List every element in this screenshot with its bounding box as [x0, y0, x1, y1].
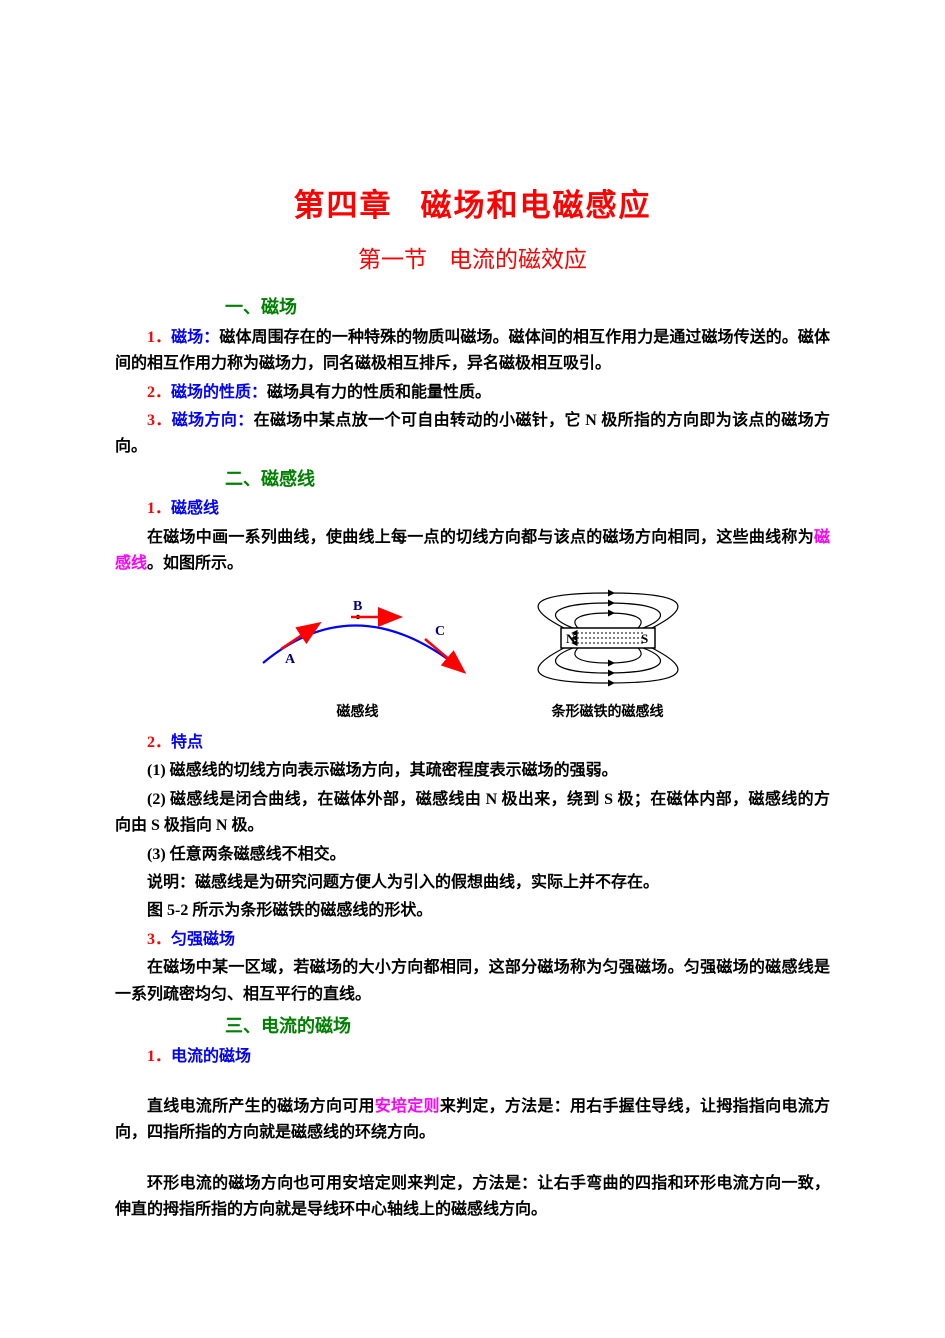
- item-1-2-num: 2．: [147, 384, 171, 401]
- field-line-svg: A B C: [243, 593, 473, 688]
- spacer: [115, 1072, 830, 1092]
- item-1-3-label: 磁场方向：: [172, 412, 254, 429]
- chapter-title-b: 磁场和电磁感应: [421, 188, 652, 223]
- item-2-3: 3．匀强磁场: [115, 927, 830, 953]
- item-2-2-label: 特点: [171, 734, 203, 751]
- item-1-3-num: 3．: [147, 412, 172, 429]
- spacer: [115, 1149, 830, 1169]
- pole-n-label: N: [566, 631, 576, 646]
- heading-3: 三、电流的磁场: [225, 1012, 830, 1042]
- point-c-label: C: [435, 624, 445, 639]
- item-1-1-num: 1．: [147, 329, 171, 346]
- item-1-2-text: 磁场具有力的性质和能量性质。: [267, 384, 491, 401]
- note-2-2-2: 图 5-2 所示为条形磁铁的磁感线的形状。: [115, 898, 830, 924]
- item-2-3-label: 匀强磁场: [171, 931, 235, 948]
- para-3-1: 直线电流所产生的磁场方向可用安培定则来判定，方法是：用右手握住导线，让拇指指向电…: [115, 1094, 830, 1147]
- item-1-1-text: 磁体周围存在的一种特殊的物质叫磁场。磁体间的相互作用力是通过磁场传送的。磁体间的…: [115, 329, 830, 372]
- item-1-2-label: 磁场的性质：: [171, 384, 267, 401]
- chapter-title: 第四章磁场和电磁感应: [115, 180, 830, 231]
- para-2-3: 在磁场中某一区域，若磁场的大小方向都相同，这部分磁场称为匀强磁场。匀强磁场的磁感…: [115, 955, 830, 1008]
- item-2-1-num: 1．: [147, 500, 171, 517]
- item-2-2-num: 2．: [147, 734, 171, 751]
- diagram-right-caption: 条形磁铁的磁感线: [513, 701, 703, 724]
- point-2-2-2: (2) 磁感线是闭合曲线，在磁体外部，磁感线由 N 极出来，绕到 S 极；在磁体…: [115, 787, 830, 840]
- item-2-3-num: 3．: [147, 931, 171, 948]
- item-2-2: 2．特点: [115, 730, 830, 756]
- para-2-1a: 在磁场中画一系列曲线，使曲线上每一点的切线方向都与该点的磁场方向相同，这些曲线称…: [147, 529, 814, 546]
- item-3-1: 1．电流的磁场: [115, 1044, 830, 1070]
- diagram-field-line: A B C 磁感线: [243, 593, 473, 724]
- item-2-1-label: 磁感线: [171, 500, 219, 517]
- para-2-1: 在磁场中画一系列曲线，使曲线上每一点的切线方向都与该点的磁场方向相同，这些曲线称…: [115, 525, 830, 578]
- pole-s-label: S: [641, 631, 648, 646]
- heading-1: 一、磁场: [225, 293, 830, 323]
- diagram-bar-magnet: N S 条形磁铁的磁感线: [513, 588, 703, 724]
- point-a-label: A: [285, 652, 296, 667]
- bar-magnet-svg: N S: [513, 588, 703, 688]
- item-1-1: 1．磁场：磁体周围存在的一种特殊的物质叫磁场。磁体间的相互作用力是通过磁场传送的…: [115, 325, 830, 378]
- point-2-2-3: (3) 任意两条磁感线不相交。: [115, 842, 830, 868]
- item-1-1-label: 磁场：: [171, 329, 219, 346]
- diagram-left-caption: 磁感线: [243, 701, 473, 724]
- item-3-1-label: 电流的磁场: [171, 1048, 251, 1065]
- para-2-1b: 。如图所示。: [147, 555, 243, 572]
- section-title: 第一节电流的磁效应: [115, 241, 830, 279]
- item-1-3: 3．磁场方向：在磁场中某点放一个可自由转动的小磁针，它 N 极所指的方向即为该点…: [115, 408, 830, 461]
- item-1-2: 2．磁场的性质：磁场具有力的性质和能量性质。: [115, 380, 830, 406]
- note-2-2-1: 说明：磁感线是为研究问题方便人为引入的假想曲线，实际上并不存在。: [115, 870, 830, 896]
- para-3-1-highlight: 安培定则: [375, 1098, 440, 1115]
- section-title-b: 电流的磁效应: [449, 246, 587, 272]
- section-title-a: 第一节: [358, 246, 427, 272]
- para-3-2: 环形电流的磁场方向也可用安培定则来判定，方法是：让右手弯曲的四指和环形电流方向一…: [115, 1171, 830, 1224]
- item-3-1-num: 1．: [147, 1048, 171, 1065]
- heading-2: 二、磁感线: [225, 465, 830, 495]
- point-2-2-1: (1) 磁感线的切线方向表示磁场方向，其疏密程度表示磁场的强弱。: [115, 758, 830, 784]
- item-2-1: 1．磁感线: [115, 496, 830, 522]
- diagram-row: A B C 磁感线: [115, 588, 830, 724]
- page: 第四章磁场和电磁感应 第一节电流的磁效应 一、磁场 1．磁场：磁体周围存在的一种…: [0, 0, 945, 1326]
- para-3-1a: 直线电流所产生的磁场方向可用: [147, 1098, 375, 1115]
- point-b-label: B: [353, 599, 362, 614]
- chapter-title-a: 第四章: [294, 188, 393, 223]
